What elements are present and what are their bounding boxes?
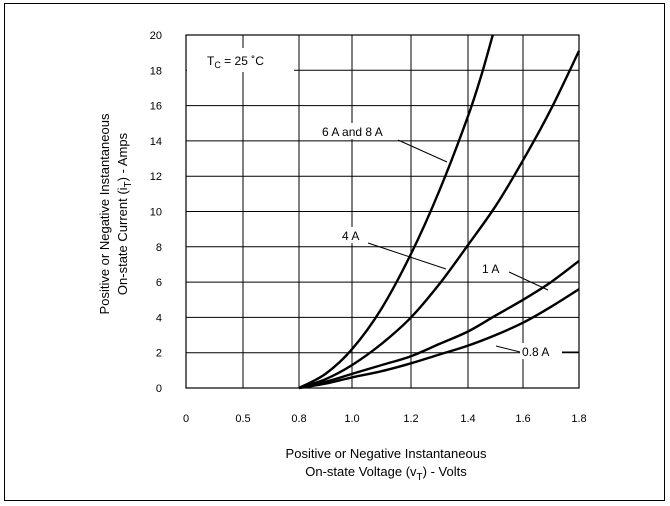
chart-frame: [4, 3, 665, 501]
series-curve-2: [298, 259, 580, 390]
series-label-0-8a: 0.8 A: [522, 345, 549, 359]
y-axis-title-line2: On-state Current (iT) - Amps: [115, 132, 134, 295]
leader-6a-8a: [397, 139, 448, 163]
x-tick-label: 1.0: [344, 413, 359, 425]
condition-label: TC = 25 ˚C: [207, 54, 264, 70]
leader-1a: [508, 271, 549, 291]
y-tick-label: 6: [156, 277, 162, 289]
x-tick-label: 1.4: [460, 413, 475, 425]
y-tick-label: 14: [150, 136, 162, 148]
condition-box: [187, 48, 294, 72]
chart-curves: [298, 34, 581, 390]
y-tick-label: 20: [150, 30, 162, 42]
x-tick-label: 1.2: [403, 413, 418, 425]
chart-tick-labels: 0 0.5 0.8 1.0 1.2 1.4 1.6 1.8 0 2 4 6 8 10 12 14 16 18 20: [150, 30, 587, 425]
label-bg-0-8a: [520, 343, 562, 359]
leader-4a: [367, 242, 447, 270]
y-tick-label: 0: [156, 383, 162, 395]
chart-grid: [185, 34, 580, 389]
y-axis-title-line1: Positive or Negative Instantaneous: [97, 113, 112, 314]
series-curve-3: [298, 288, 580, 390]
y-tick-label: 12: [150, 171, 162, 183]
x-axis-title-line2: On-state Voltage (vT) - Volts: [305, 464, 467, 483]
series-label-4a: 4 A: [342, 229, 359, 243]
series-label-1a: 1 A: [482, 262, 499, 276]
x-tick-label: 0: [183, 413, 189, 425]
label-bg-1a: [477, 260, 509, 276]
series-label-6a-8a: 6 A and 8 A: [322, 125, 383, 139]
plot-area-border: [185, 34, 580, 389]
x-tick-label: 1.6: [515, 413, 530, 425]
x-tick-label: 1.8: [571, 413, 586, 425]
y-tick-label: 18: [150, 65, 162, 77]
x-tick-label: 0.8: [291, 413, 306, 425]
y-tick-label: 16: [150, 101, 162, 113]
series-curve-1: [298, 50, 581, 390]
label-bg-6a-8a: [318, 123, 398, 139]
y-tick-label: 8: [156, 242, 162, 254]
y-tick-label: 4: [156, 312, 162, 324]
y-tick-label: 10: [150, 207, 162, 219]
leader-0-8a-a: [495, 345, 521, 353]
x-tick-label: 0.5: [235, 413, 250, 425]
x-axis-title-line1: Positive or Negative Instantaneous: [286, 446, 487, 461]
series-curve-0: [298, 34, 494, 390]
label-bg-4a: [338, 227, 370, 243]
y-tick-label: 2: [156, 348, 162, 360]
